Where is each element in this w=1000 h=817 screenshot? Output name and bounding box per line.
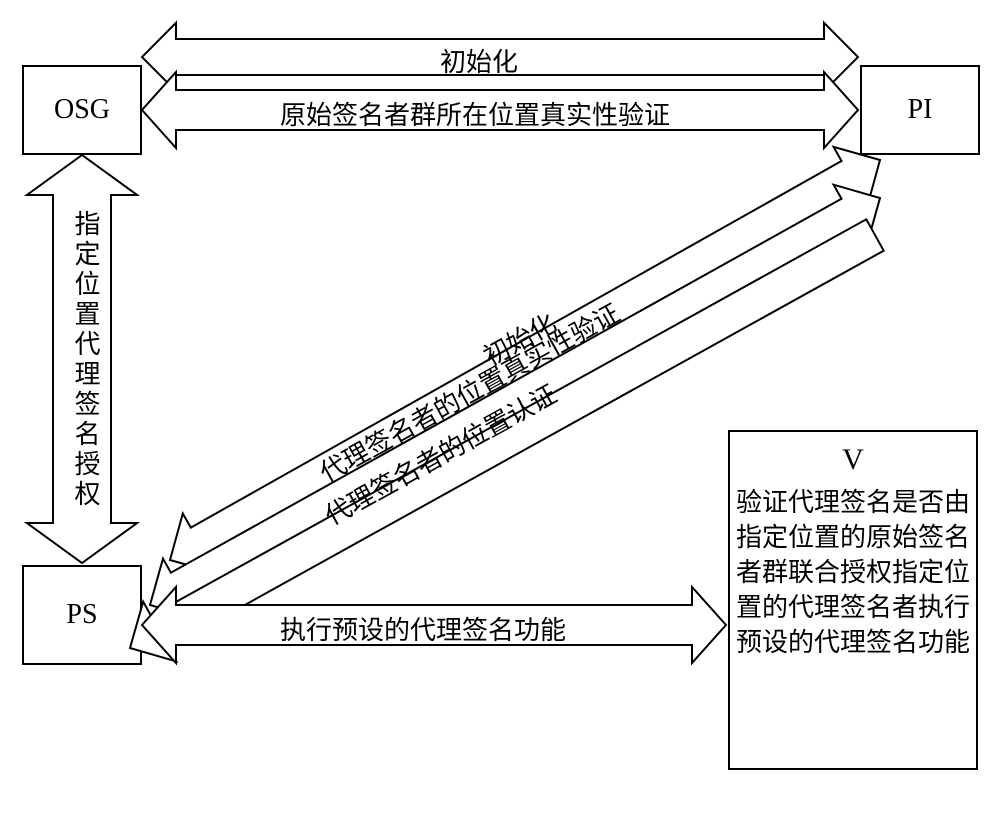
- label-osg-ps-auth: 指定位置代理签名授权: [67, 210, 104, 510]
- label-ps-v-exec: 执行预设的代理签名功能: [280, 610, 566, 647]
- label-osg-pi-verify: 原始签名者群所在位置真实性验证: [280, 95, 670, 132]
- label-osg-pi-init: 初始化: [440, 42, 518, 79]
- arrow-ps_pi_3: [130, 219, 884, 661]
